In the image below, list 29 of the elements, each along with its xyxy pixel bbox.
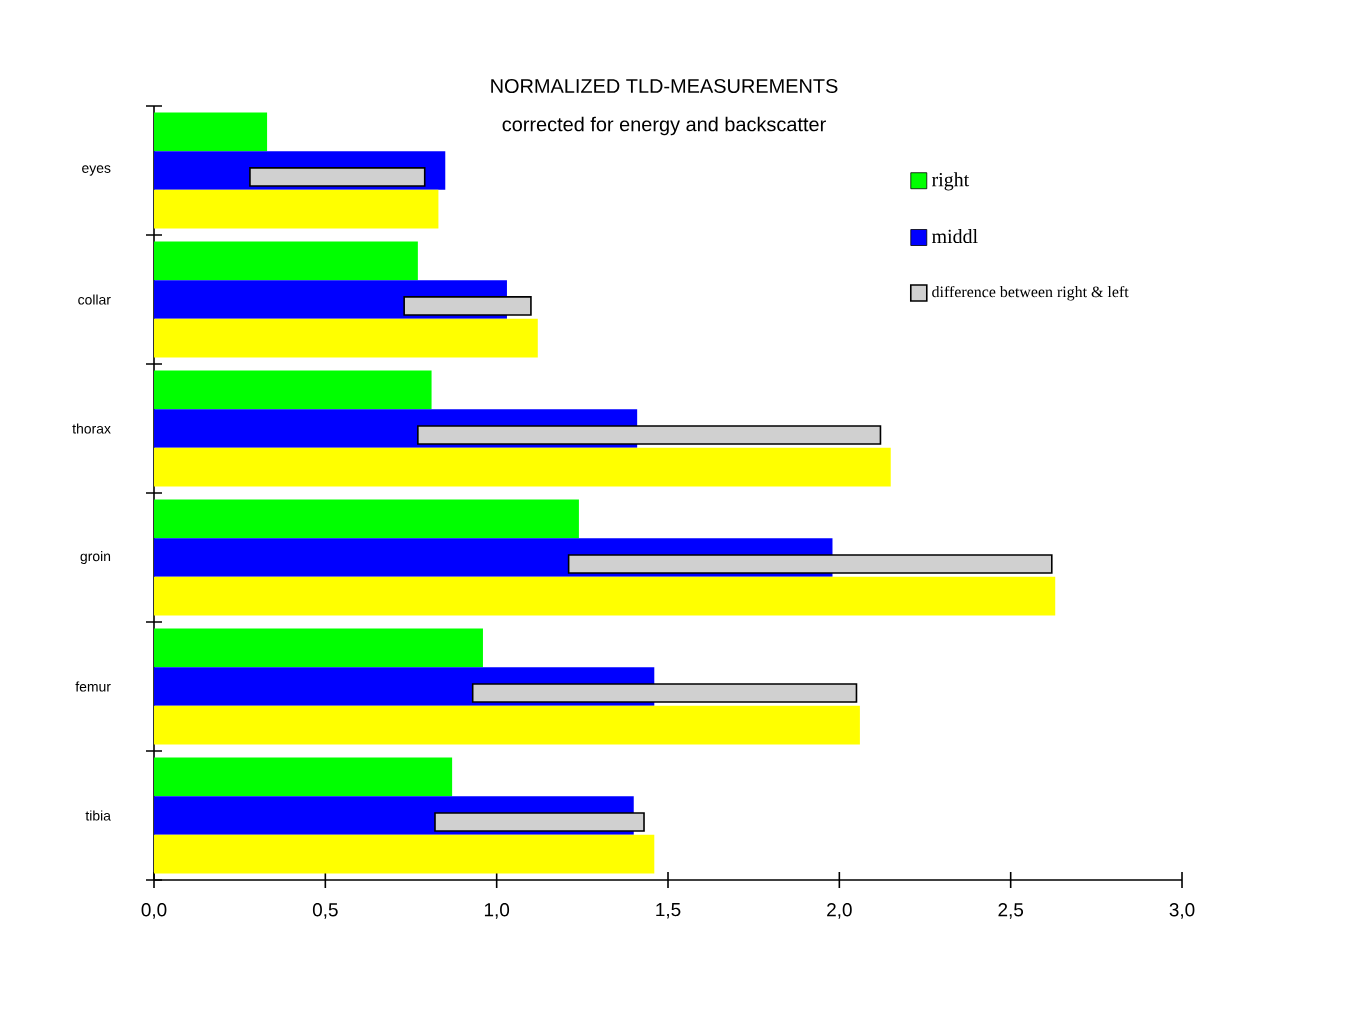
bar bbox=[154, 834, 655, 874]
legend-label: middl bbox=[931, 229, 978, 244]
bar bbox=[154, 370, 432, 410]
bar bbox=[154, 189, 439, 229]
bar bbox=[154, 705, 860, 745]
text: corrected for energy and backscatter bbox=[502, 116, 826, 136]
bar bbox=[154, 576, 1056, 616]
x-tick-label: 1,0 bbox=[484, 903, 510, 919]
bar bbox=[434, 812, 645, 832]
bar bbox=[567, 554, 1053, 574]
legend-label: right bbox=[931, 172, 970, 191]
bar bbox=[154, 757, 453, 797]
bar bbox=[417, 425, 882, 445]
bar bbox=[154, 499, 579, 539]
bar bbox=[154, 241, 418, 281]
bar bbox=[154, 318, 538, 358]
bar bbox=[154, 447, 891, 487]
x-tick-label: 2,5 bbox=[998, 903, 1024, 919]
chart-title: NORMALIZED TLD-MEASUREMENTS bbox=[491, 78, 838, 94]
x-tick-label: 0,0 bbox=[141, 903, 167, 919]
x-tick-label: 3,0 bbox=[1169, 903, 1195, 919]
bar bbox=[154, 628, 483, 668]
x-tick-label: 0,5 bbox=[312, 903, 338, 919]
bar bbox=[403, 296, 532, 316]
x-tick-label: 1,5 bbox=[656, 903, 681, 919]
bar bbox=[154, 112, 268, 152]
x-tick-label: 2,0 bbox=[827, 903, 852, 919]
bar bbox=[471, 683, 858, 703]
bar bbox=[249, 167, 426, 187]
